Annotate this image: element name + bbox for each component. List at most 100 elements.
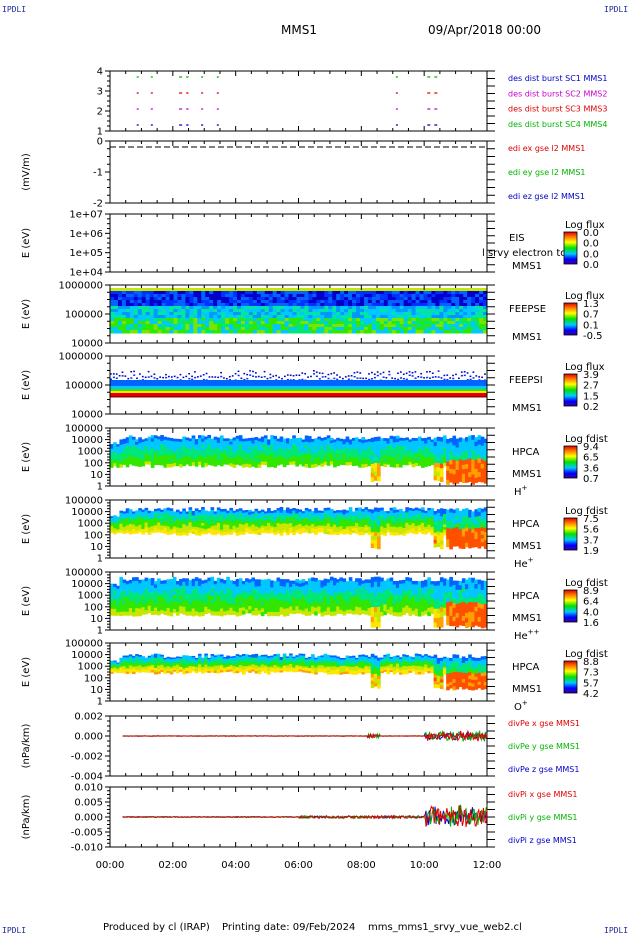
panel-feepse-heat-cell	[443, 297, 447, 301]
panel-feepse-heat-cell	[376, 321, 380, 325]
panel-feepse-heat-cell	[328, 294, 332, 298]
panel-feepsi-heat-cell	[383, 376, 385, 378]
panel-hpca-he-heat-cell	[468, 510, 472, 514]
panel-feepse-heat-cell	[396, 297, 400, 301]
panel-hpca-hepp-heat-cell	[116, 609, 120, 612]
panel-hpca-h-heat-cell	[242, 447, 246, 450]
panel-feepse-heat-cell	[221, 306, 225, 310]
panel-feepse-heat-cell	[281, 306, 285, 310]
panel-feepse-heat-cell	[273, 324, 277, 328]
panel-feepse-heat-cell	[277, 321, 281, 325]
panel-feepse-heat-cell	[158, 330, 162, 334]
panel-feepsi-heat-cell	[313, 373, 315, 375]
panel-feepsi-heat-cell	[246, 378, 248, 380]
panel-feepsi-heat-cell	[194, 371, 196, 373]
panel-hpca-hepp-heat-cell	[138, 591, 142, 595]
panel-hpca-h-heat-cell	[220, 454, 224, 458]
panel-hpca-h-heat-cell	[308, 452, 312, 456]
panel-hpca-hepp-heat-cell	[157, 604, 161, 608]
panel-hpca-h-heat-cell	[393, 461, 397, 465]
panel-hpca-h-heat-cell	[465, 446, 469, 451]
panel-hpca-hepp-heat-cell	[173, 595, 177, 599]
panel-feepse-heat-cell	[431, 312, 435, 316]
panel-feepse-heat-cell	[455, 300, 459, 304]
panel-feepse-heat-cell	[380, 318, 384, 322]
panel-feepse-heat-cell	[348, 297, 352, 301]
panel-hpca-he-heat-cell	[264, 530, 268, 533]
panel-hpca-h-heat-cell	[258, 453, 262, 456]
panel-hpca-hepp-heat-cell	[151, 593, 155, 597]
panel-hpca-hepp-heat-cell	[207, 599, 211, 603]
panel-hpca-hepp-heat-cell	[217, 589, 221, 593]
panel-feepse-heat-cell	[241, 306, 245, 310]
panel-feepse-heat-cell	[388, 327, 392, 331]
panel-feepse-heat-cell	[122, 327, 126, 331]
panel-hpca-h-heat-cell	[459, 437, 463, 442]
panel-feepse-heat-cell	[289, 330, 293, 334]
panel-feepse-heat-cell	[114, 297, 118, 301]
panel-feepse-heat-cell	[281, 312, 285, 316]
panel-hpca-h-heat-cell	[418, 451, 422, 454]
panel-feepse-heat-cell	[229, 294, 233, 298]
panel-feepse-heat-cell	[173, 312, 177, 316]
panel-hpca-hepp-heat-cell	[126, 598, 130, 602]
panel-hpca-h-heat-cell	[126, 449, 130, 452]
panel-feepse-heat-cell	[364, 297, 368, 301]
panel-hpca-h-heat-cell	[170, 452, 174, 455]
panel-feepsi-heat-cell	[455, 374, 457, 376]
panel-feepse-heat-cell	[451, 315, 455, 319]
panel-hpca-he-heat-cell	[481, 512, 485, 516]
panel-hpca-hepp-heat-cell	[145, 578, 149, 582]
panel-feepse-heat-cell	[420, 309, 424, 313]
panel-feepse-heat-cell	[257, 318, 261, 322]
panel-feepse-heat-cell	[348, 330, 352, 334]
panel-hpca-h-heat-cell	[481, 459, 485, 464]
panel-feepse-heat-cell	[300, 309, 304, 313]
panel-hpca-hepp-heat-cell	[176, 595, 180, 599]
panel-hpca-he-heat-cell	[474, 535, 478, 539]
panel-feepsi-heat-cell	[119, 375, 121, 377]
panel-feepse-heat-cell	[221, 291, 225, 295]
panel-feepse-heat-cell	[324, 327, 328, 331]
panel-hpca-h-heat-cell	[346, 459, 350, 462]
panel-hpca-h-heat-cell	[368, 463, 372, 466]
panel-hpca-hepp-heat-cell	[113, 587, 117, 591]
panel-hpca-h-heat-cell	[468, 435, 472, 440]
panel-hpca-h-heat-cell	[396, 461, 400, 465]
panel-hpca-h-heat-cell	[465, 473, 469, 478]
panel-hpca-h-heat-cell	[170, 444, 174, 447]
panel-hpca-h-heat-cell	[481, 446, 485, 451]
panel-feepse-heat-cell	[396, 303, 400, 307]
panel-feepse-heat-cell	[269, 294, 273, 298]
panel-hpca-h-heat-cell	[201, 461, 205, 465]
panel-hpca-h-heat-cell	[399, 464, 403, 467]
panel-hpca-h-heat-cell	[311, 456, 315, 459]
panel-hpca-he-heat-cell	[465, 512, 469, 516]
panel-hpca-he-heat-cell	[412, 531, 416, 534]
panel-feepse-heat-cell	[348, 312, 352, 316]
panel-feepse-heat-cell	[424, 291, 428, 295]
panel-feepse-heat-cell	[352, 297, 356, 301]
panel-hpca-h-heat-cell	[242, 444, 246, 447]
panel-feepse-heat-cell	[435, 306, 439, 310]
panel-feepse-heat-cell	[166, 294, 170, 298]
panel-hpca-h-heat-cell	[264, 444, 268, 447]
panel-feepsi-heat-cell	[333, 378, 335, 380]
panel-feepse-heat-cell	[285, 315, 289, 319]
panel-feepse-heat-cell	[110, 303, 114, 307]
panel-hpca-h-heat-cell	[478, 458, 482, 463]
panel-hpca-h-heat-cell	[374, 472, 378, 477]
panel-feepse-heat-cell	[170, 291, 174, 295]
panel-feepse-heat-cell	[344, 312, 348, 316]
panel-hpca-he-heat-cell	[440, 532, 444, 537]
panel-hpca-hepp-heat-cell	[148, 589, 152, 593]
panel-feepse-heat-cell	[166, 315, 170, 319]
panel-feepse-heat-cell	[277, 303, 281, 307]
panel-hpca-hepp-heat-cell	[198, 594, 202, 598]
panel-hpca-he-heat-cell	[377, 528, 381, 533]
panel-feepse-heat-cell	[162, 315, 166, 319]
panel-feepsi-heat-cell	[310, 376, 312, 378]
panel-hpca-he-heat-cell	[468, 533, 472, 537]
panel-hpca-h-heat-cell	[434, 476, 438, 481]
panel-hpca-h-heat-cell	[192, 435, 196, 438]
